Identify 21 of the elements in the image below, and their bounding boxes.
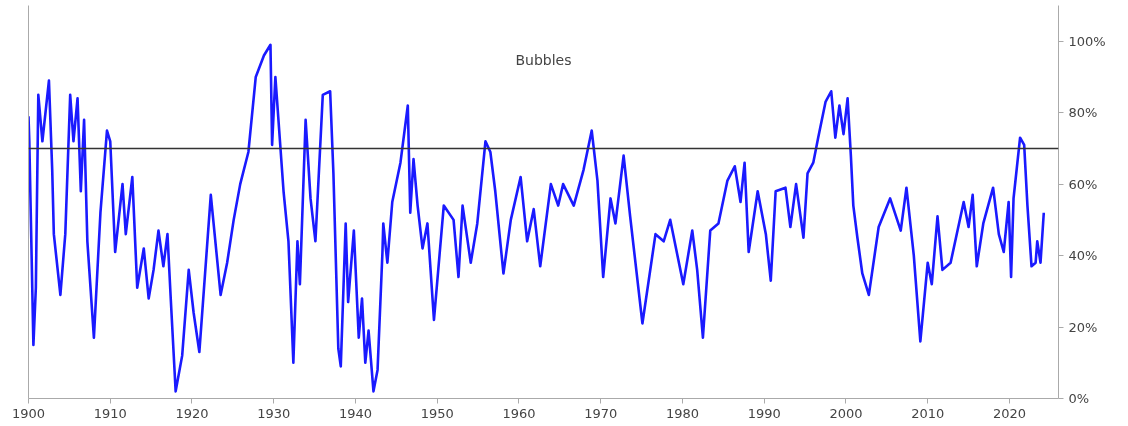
x-tick-label: 1970 (584, 405, 618, 421)
line-series (28, 43, 1046, 393)
x-tick-label: 1920 (175, 405, 209, 421)
x-tick-label: 1940 (338, 405, 373, 421)
x-tick-label: 2000 (829, 405, 863, 421)
x-tick-label: 1900 (11, 405, 46, 421)
x-tick-label: 1990 (747, 405, 781, 421)
x-tick-label: 2020 (992, 405, 1026, 421)
y-tick-label: 80% (1068, 105, 1098, 121)
x-tick-label: 1980 (665, 405, 700, 421)
y-tick-label: 60% (1068, 176, 1098, 192)
y-tick-label: 100% (1068, 33, 1106, 49)
x-tick-label: 1930 (257, 405, 291, 421)
x-tick-label: 1910 (93, 405, 127, 421)
x-tick-label: 2010 (911, 405, 945, 421)
x-tick-label: 1950 (420, 405, 454, 421)
ref-line-label: Bubbles (515, 52, 572, 69)
y-tick-label: 20% (1068, 319, 1098, 335)
x-tick-label: 1960 (502, 405, 536, 421)
y-tick-label: 0% (1068, 391, 1090, 406)
y-tick-label: 40% (1068, 248, 1098, 264)
